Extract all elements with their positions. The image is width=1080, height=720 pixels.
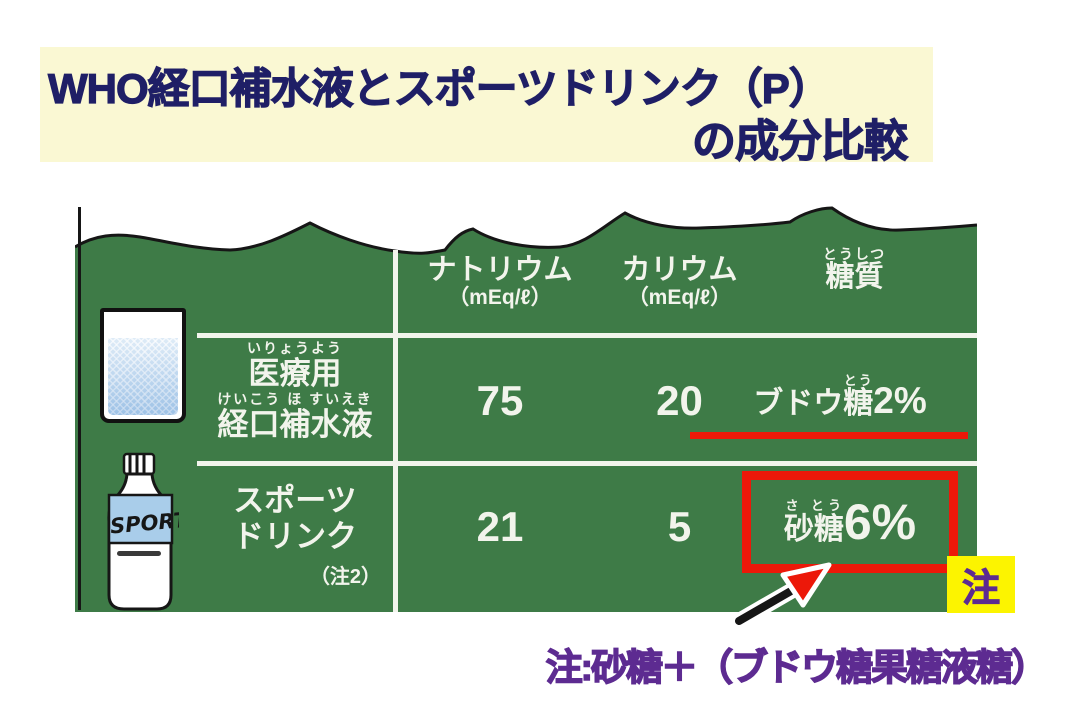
carbohydrate-furigana: とうしつ <box>822 246 887 262</box>
slide-title-line2: の成分比較 <box>691 116 908 166</box>
ors-sugar-cell: ブドウ糖とう 2% <box>710 373 970 419</box>
sports-bottle-illustration: SPORT <box>107 452 179 611</box>
ors-sugar-prefix: ブドウ <box>753 387 844 420</box>
row-label-ors: いりょうよう 医療用 けいこう ほ すいえき 経口補水液 <box>197 340 393 443</box>
ors-sodium-value: 75 <box>476 377 524 424</box>
sports-potassium-value: 5 <box>667 503 692 550</box>
sports-sugar-base: 砂糖 <box>783 513 844 546</box>
potassium-header-label: カリウム <box>621 254 738 286</box>
table-horizontal-line-1 <box>197 333 977 338</box>
carbohydrate-header-label: 糖質 <box>825 261 884 294</box>
potassium-header-unit: （mEq/ℓ） <box>627 286 732 310</box>
water-glass-illustration <box>100 308 186 423</box>
sodium-header-unit: （mEq/ℓ） <box>448 286 552 310</box>
bottle-label-text: SPORT <box>109 508 179 539</box>
note-badge-label: 注 <box>961 568 1000 611</box>
ors-name-2: 経口補水液 <box>217 407 373 443</box>
ors-sugar-ruby: 糖とう <box>843 373 873 419</box>
image-left-border <box>78 207 81 610</box>
ors-furigana-1: いりょうよう <box>247 340 343 356</box>
sports-sugar-ruby: 砂糖さ とう <box>784 498 844 545</box>
ors-name-1: 医療用 <box>248 356 342 392</box>
column-header-potassium: カリウム （mEq/ℓ） <box>587 255 772 311</box>
water-fill <box>108 338 178 415</box>
ors-furigana-2: けいこう ほ すいえき <box>217 391 373 408</box>
table-vertical-line <box>393 250 398 612</box>
ors-sugar-value: 2% <box>873 380 927 421</box>
ors-sugar-base: 糖 <box>843 387 874 420</box>
arrow-icon <box>731 562 832 629</box>
sports-sugar-value: 6% <box>843 494 917 550</box>
sports-sugar-furigana: さ とう <box>783 498 844 513</box>
comparison-table-image: ナトリウム （mEq/ℓ） カリウム （mEq/ℓ） とうしつ 糖質 いりょうよ… <box>75 205 977 629</box>
cloud-edge-decoration <box>75 205 977 255</box>
column-header-sodium: ナトリウム （mEq/ℓ） <box>405 255 595 311</box>
footnote-text: 注:砂糖＋（ブドウ糖果糖液糖） <box>545 646 1049 688</box>
sports-name-1: スポーツ <box>233 483 357 518</box>
ors-potassium-value: 20 <box>656 377 703 424</box>
table-horizontal-line-2 <box>197 461 977 466</box>
sports-sodium-value: 21 <box>476 503 524 550</box>
sports-sugar-cell: 砂糖さ とう 6% <box>784 497 916 547</box>
row-label-sports-drink: スポーツ ドリンク （注2） <box>197 483 393 589</box>
red-underline <box>690 432 968 439</box>
sports-name-2: ドリンク <box>233 518 357 554</box>
sports-note-ref: （注2） <box>309 566 381 589</box>
slide-title-line1: WHO経口補水液とスポーツドリンク（P） <box>47 64 831 112</box>
column-header-carbohydrate: とうしつ 糖質 <box>767 246 942 294</box>
red-highlight-box: 砂糖さ とう 6% <box>742 471 958 573</box>
sodium-header-label: ナトリウム <box>427 254 573 286</box>
note-badge: 注 <box>947 556 1015 613</box>
title-banner: WHO経口補水液とスポーツドリンク（P） の成分比較 <box>40 47 933 167</box>
ors-sugar-furigana: とう <box>843 373 874 388</box>
